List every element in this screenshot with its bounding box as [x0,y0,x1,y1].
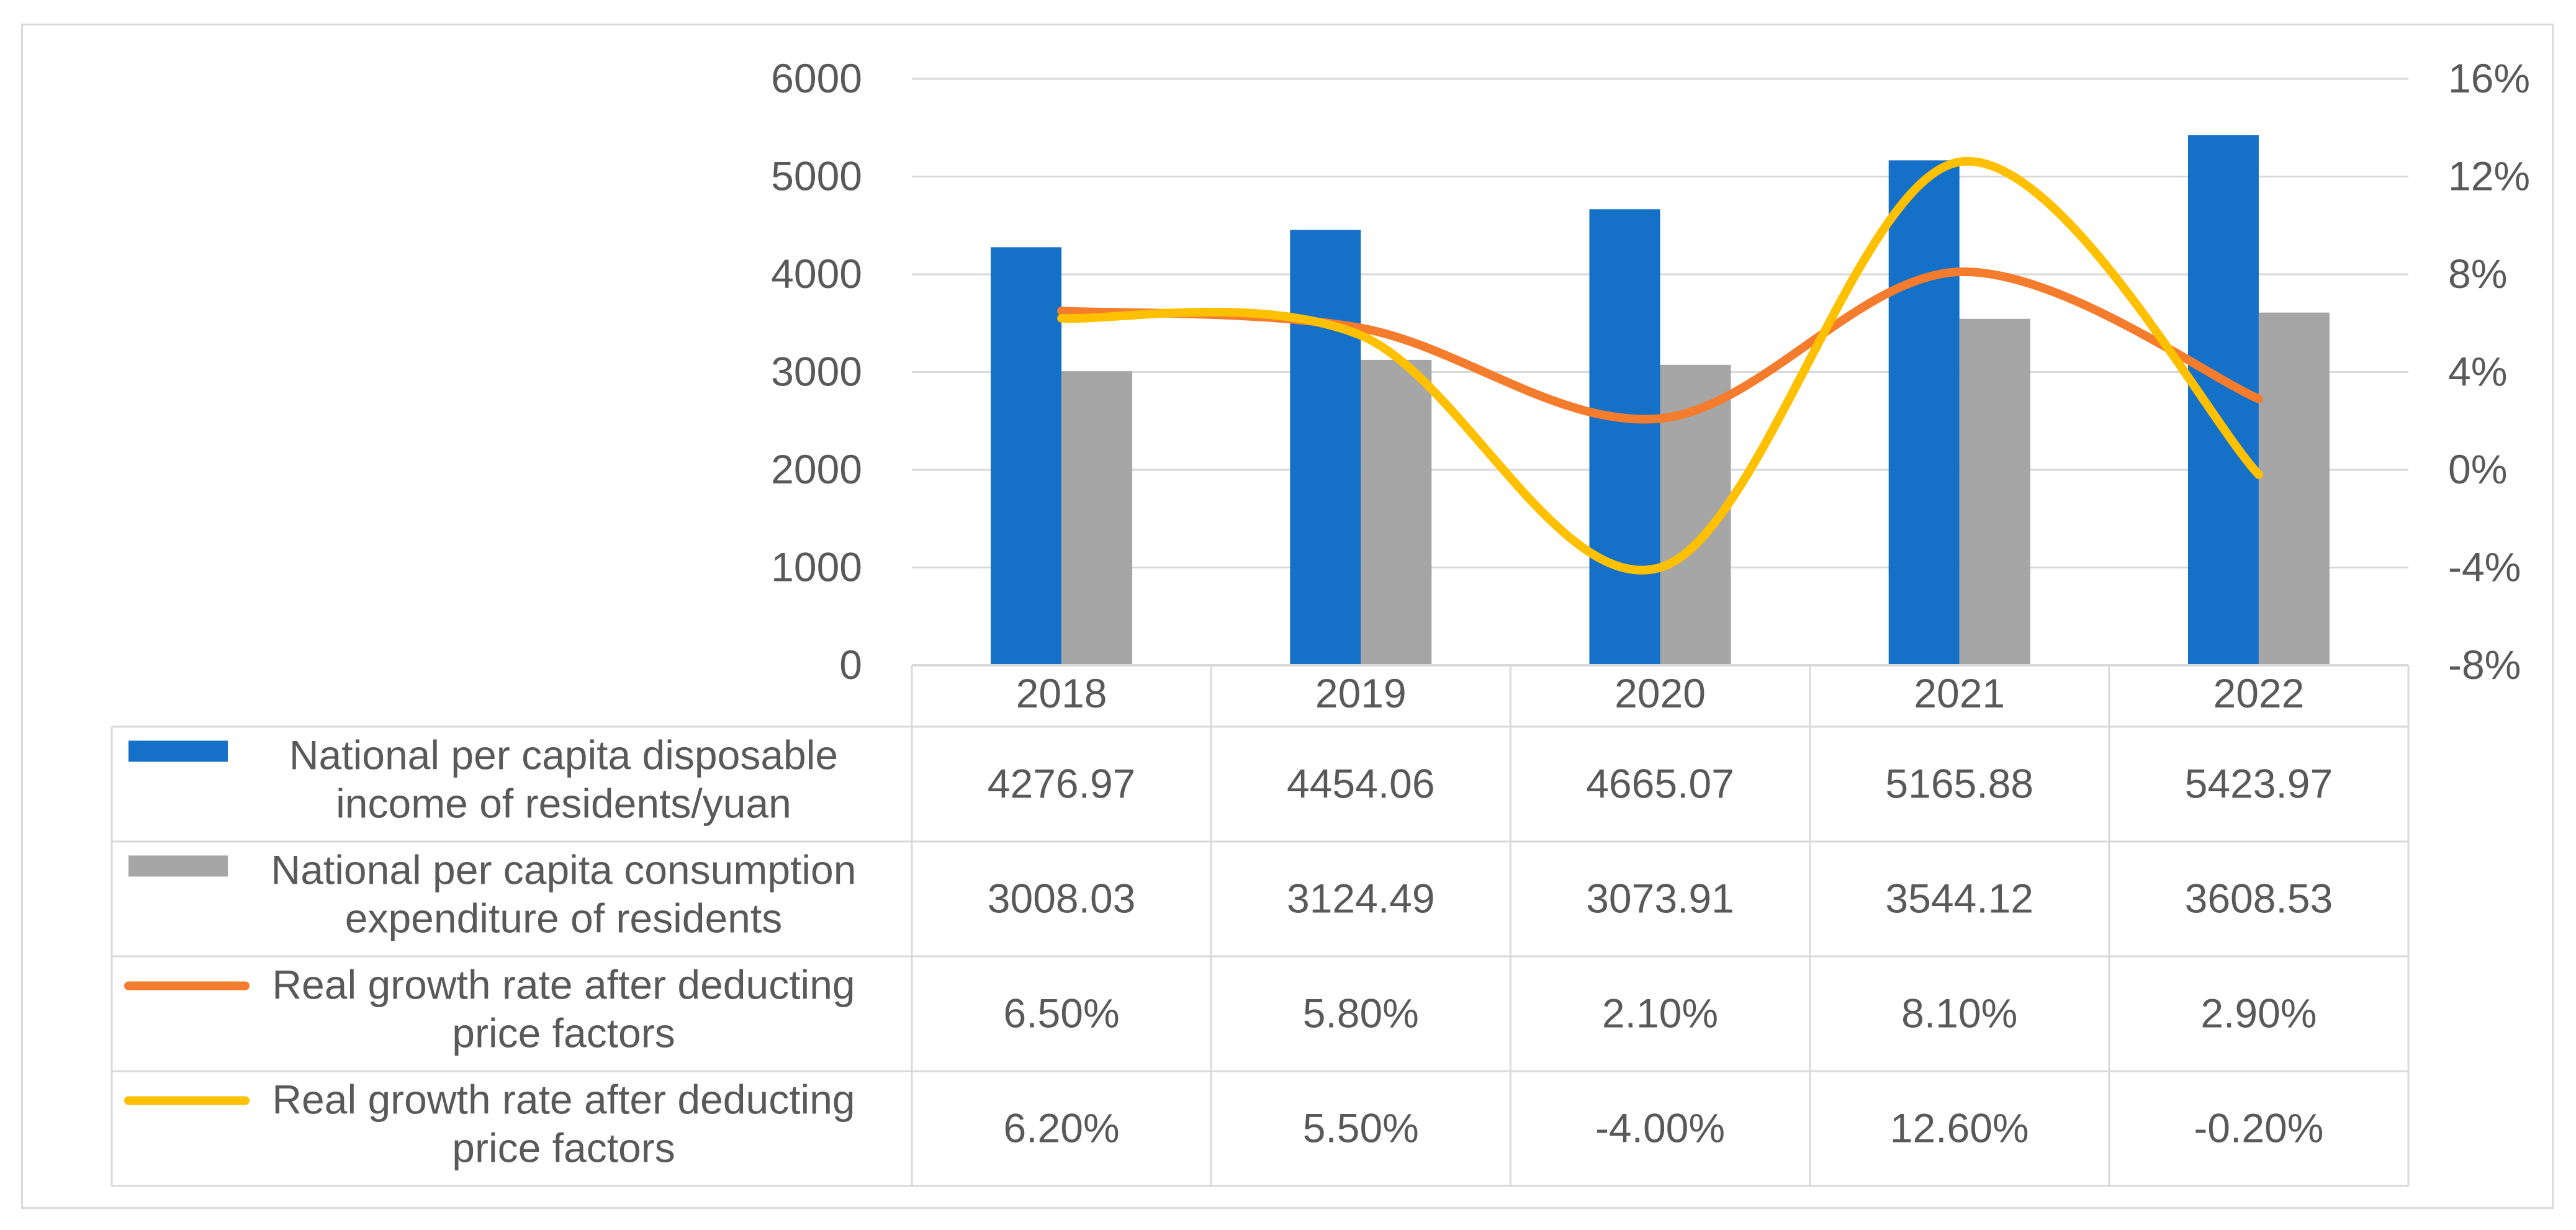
series-name-line: income of residents/yuan [336,781,791,827]
bar-2 [1061,371,1133,665]
category-label: 2019 [1315,670,1407,716]
legend-key-bar [128,855,228,877]
series-name-line: National per capita disposable [289,732,838,778]
bar-2 [1959,318,2030,665]
category-label: 2022 [2213,670,2304,716]
left-tick-label: 5000 [771,153,862,199]
series-name-line: National per capita consumption [271,847,857,893]
data-label: 2.10% [1602,990,1718,1036]
data-label: 4454.06 [1287,761,1435,807]
series-name-line: price factors [452,1125,675,1171]
category-label: 2021 [1914,670,2005,716]
right-tick-label: 8% [2448,251,2507,297]
category-label: 2020 [1615,670,1706,716]
combo-chart: 0 -8% 1000 -4% 2000 0% 3000 4% 4000 8% 5000 12% 6000… [110,55,2530,1187]
bar-2 [1361,359,1432,665]
data-label: 3544.12 [1885,876,2033,922]
data-label: -4.00% [1595,1105,1725,1151]
right-tick-label: 4% [2448,349,2507,395]
series-name-line: Real growth rate after deducting [272,962,855,1008]
right-tick-label: 0% [2448,446,2507,492]
bar-series-group [991,135,2330,666]
left-tick-label: 0 [839,642,862,688]
right-tick-label: 16% [2448,55,2530,101]
legend-key-bar [128,740,228,762]
left-tick-label: 3000 [771,349,862,395]
right-tick-label: 12% [2448,153,2530,199]
bar-1 [991,247,1062,666]
data-label: 5165.88 [1885,761,2033,807]
series-name: Real growth rate after deducting price fa… [272,1077,855,1171]
data-label: 8.10% [1901,990,2017,1036]
data-label: 4665.07 [1586,761,1734,807]
data-label: 3124.49 [1287,876,1435,922]
left-tick-label: 1000 [771,544,862,590]
axes: 0 -8% 1000 -4% 2000 0% 3000 4% 4000 8% 5000 12% 6000… [771,55,2530,688]
data-label: 6.20% [1004,1105,1120,1151]
bar-1 [2187,135,2259,665]
left-tick-label: 2000 [771,446,862,492]
bar-1 [1290,230,1361,665]
data-label: 3008.03 [988,876,1136,922]
data-label: 5.50% [1303,1105,1419,1151]
data-label: 3608.53 [2185,876,2333,922]
left-tick-label: 6000 [771,55,862,101]
data-label: 3073.91 [1586,876,1734,922]
left-tick-label: 4000 [771,251,862,297]
data-label: 6.50% [1004,990,1120,1036]
series-name: National per capita consumption expenditu… [271,847,857,941]
bar-2 [2258,312,2330,666]
series-name-line: price factors [452,1010,675,1056]
line-series-group [1057,156,2263,575]
data-label: 4276.97 [988,761,1136,807]
data-label: 5423.97 [2185,761,2333,807]
data-label: -0.20% [2194,1105,2323,1151]
chart-frame: 0 -8% 1000 -4% 2000 0% 3000 4% 4000 8% 5000 12% 6000… [21,24,2554,1209]
line-series-4 [1057,156,2263,575]
data-label: 12.60% [1890,1105,2029,1151]
category-label: 2018 [1016,670,1107,716]
series-name: Real growth rate after deducting price fa… [272,962,855,1056]
series-name-line: Real growth rate after deducting [272,1077,855,1123]
right-tick-label: -4% [2448,544,2521,590]
series-name: National per capita disposable income of … [289,732,838,827]
data-label: 2.90% [2200,990,2317,1036]
data-label: 5.80% [1303,990,1419,1036]
right-tick-label: -8% [2448,642,2521,688]
series-name-line: expenditure of residents [345,896,782,941]
data-table: 2018 2019 2020 2021 2022 National per capita … [110,664,2410,1187]
bar-1 [1589,209,1660,665]
bar-1 [1888,160,1960,665]
